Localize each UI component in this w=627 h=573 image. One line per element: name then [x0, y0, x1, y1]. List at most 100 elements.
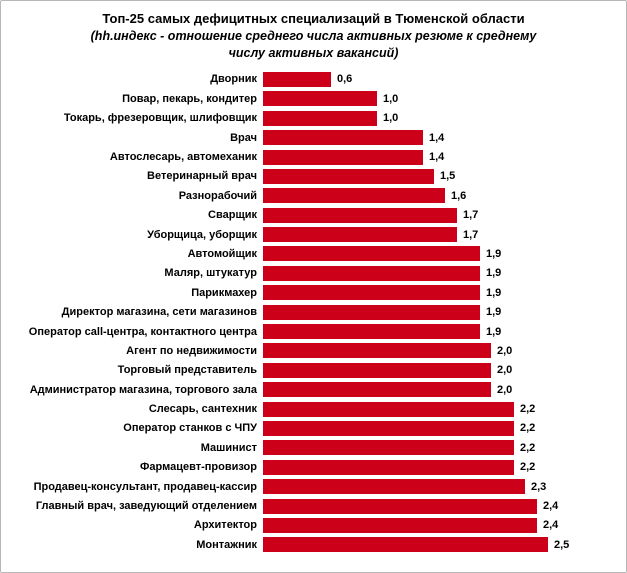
- bar-row: Оператор станков с ЧПУ 2,2: [7, 419, 620, 438]
- bar-chart: Дворник 0,6 Повар, пекарь, кондитер 1,0 Тока…: [7, 70, 620, 555]
- bar: [263, 246, 480, 262]
- bar: [263, 382, 491, 398]
- value-label: 2,4: [543, 519, 559, 532]
- value-label: 2,4: [543, 500, 559, 513]
- bar: [263, 420, 514, 436]
- value-label: 1,9: [486, 286, 502, 299]
- bar-row: Разнорабочий 1,6: [7, 186, 620, 205]
- category-label: Разнорабочий: [178, 189, 257, 202]
- value-label: 1,6: [451, 189, 467, 202]
- value-label: 1,7: [463, 209, 479, 222]
- value-label: 2,2: [520, 403, 536, 416]
- bar: [263, 324, 480, 340]
- bar: [263, 149, 423, 165]
- bar-row: Ветеринарный врач 1,5: [7, 167, 620, 186]
- bar: [263, 537, 548, 553]
- category-label: Уборщица, уборщик: [147, 228, 257, 241]
- category-label: Токарь, фрезеровщик, шлифовщик: [63, 112, 257, 125]
- category-label: Автомойщик: [187, 247, 257, 260]
- category-label: Врач: [230, 131, 257, 144]
- value-label: 1,0: [383, 92, 399, 105]
- category-label: Оператор call-центра, контактного центра: [28, 325, 257, 338]
- value-label: 2,5: [554, 538, 570, 551]
- value-label: 1,5: [440, 170, 456, 183]
- bar: [263, 207, 457, 223]
- value-label: 1,9: [486, 325, 502, 338]
- value-label: 1,9: [486, 247, 502, 260]
- category-label: Ветеринарный врач: [147, 170, 257, 183]
- bar: [263, 517, 537, 533]
- bar: [263, 479, 525, 495]
- value-label: 2,0: [497, 344, 513, 357]
- category-label: Архитектор: [193, 519, 257, 532]
- category-label: Главный врач, заведующий отделением: [35, 500, 257, 513]
- category-label: Агент по недвижимости: [126, 344, 257, 357]
- bar-row: Главный врач, заведующий отделением 2,4: [7, 496, 620, 515]
- bar: [263, 362, 491, 378]
- bar-row: Автомойщик 1,9: [7, 244, 620, 263]
- value-label: 1,4: [429, 131, 445, 144]
- bar: [263, 130, 423, 146]
- value-label: 1,0: [383, 112, 399, 125]
- bar-row: Оператор call-центра, контактного центра…: [7, 322, 620, 341]
- value-label: 2,2: [520, 461, 536, 474]
- bar: [263, 168, 434, 184]
- bar-row: Дворник 0,6: [7, 70, 620, 89]
- bar-row: Продавец-консультант, продавец-кассир 2,3: [7, 477, 620, 496]
- category-label: Машинист: [200, 441, 257, 454]
- bar-row: Маляр, штукатур 1,9: [7, 264, 620, 283]
- chart-subtitle: (hh.индекс - отношение среднего числа ак…: [90, 29, 537, 60]
- category-label: Повар, пекарь, кондитер: [122, 92, 257, 105]
- bar: [263, 285, 480, 301]
- bar-row: Слесарь, сантехник 2,2: [7, 399, 620, 418]
- bar: [263, 401, 514, 417]
- bar: [263, 188, 445, 204]
- bar: [263, 110, 377, 126]
- bar: [263, 343, 491, 359]
- bar-row: Фармацевт-провизор 2,2: [7, 458, 620, 477]
- value-label: 1,7: [463, 228, 479, 241]
- bar-row: Администратор магазина, торгового зала 2,…: [7, 380, 620, 399]
- bar: [263, 304, 480, 320]
- bar: [263, 265, 480, 281]
- category-label: Директор магазина, сети магазинов: [61, 306, 257, 319]
- value-label: 1,4: [429, 151, 445, 163]
- category-label: Слесарь, сантехник: [148, 403, 257, 416]
- category-label: Продавец-консультант, продавец-кассир: [33, 480, 257, 493]
- bar-row: Парикмахер 1,9: [7, 283, 620, 302]
- value-label: 1,9: [486, 306, 502, 319]
- category-label: Монтажник: [196, 538, 257, 551]
- category-label: Оператор станков с ЧПУ: [123, 422, 257, 435]
- bar-row: Архитектор 2,4: [7, 516, 620, 535]
- value-label: 2,0: [497, 383, 513, 396]
- bar: [263, 498, 537, 514]
- value-label: 2,3: [531, 480, 547, 493]
- value-label: 2,2: [520, 422, 536, 435]
- value-label: 2,0: [497, 364, 513, 377]
- bar-row: Повар, пекарь, кондитер 1,0: [7, 89, 620, 108]
- bar: [263, 459, 514, 475]
- bar-row: Сварщик 1,7: [7, 205, 620, 224]
- bar-row: Директор магазина, сети магазинов 1,9: [7, 302, 620, 321]
- category-label: Маляр, штукатур: [164, 267, 257, 280]
- category-label: Фармацевт-провизор: [140, 461, 257, 474]
- bar-row: Торговый представитель 2,0: [7, 361, 620, 380]
- category-label: Торговый представитель: [117, 364, 257, 377]
- bar: [263, 91, 377, 107]
- bar-row: Машинист 2,2: [7, 438, 620, 457]
- bar: [263, 440, 514, 456]
- bar-row: Автослесарь, автомеханик 1,4: [7, 147, 620, 166]
- bar: [263, 71, 331, 87]
- bar-row: Агент по недвижимости 2,0: [7, 341, 620, 360]
- category-label: Сварщик: [208, 209, 257, 222]
- bar: [263, 227, 457, 243]
- bar-row: Врач 1,4: [7, 128, 620, 147]
- category-label: Парикмахер: [191, 286, 257, 299]
- category-label: Дворник: [210, 73, 257, 86]
- value-label: 2,2: [520, 441, 536, 454]
- bar-row: Уборщица, уборщик 1,7: [7, 225, 620, 244]
- category-label: Администратор магазина, торгового зала: [29, 383, 257, 396]
- category-label: Автослесарь, автомеханик: [109, 151, 257, 163]
- value-label: 1,9: [486, 267, 502, 280]
